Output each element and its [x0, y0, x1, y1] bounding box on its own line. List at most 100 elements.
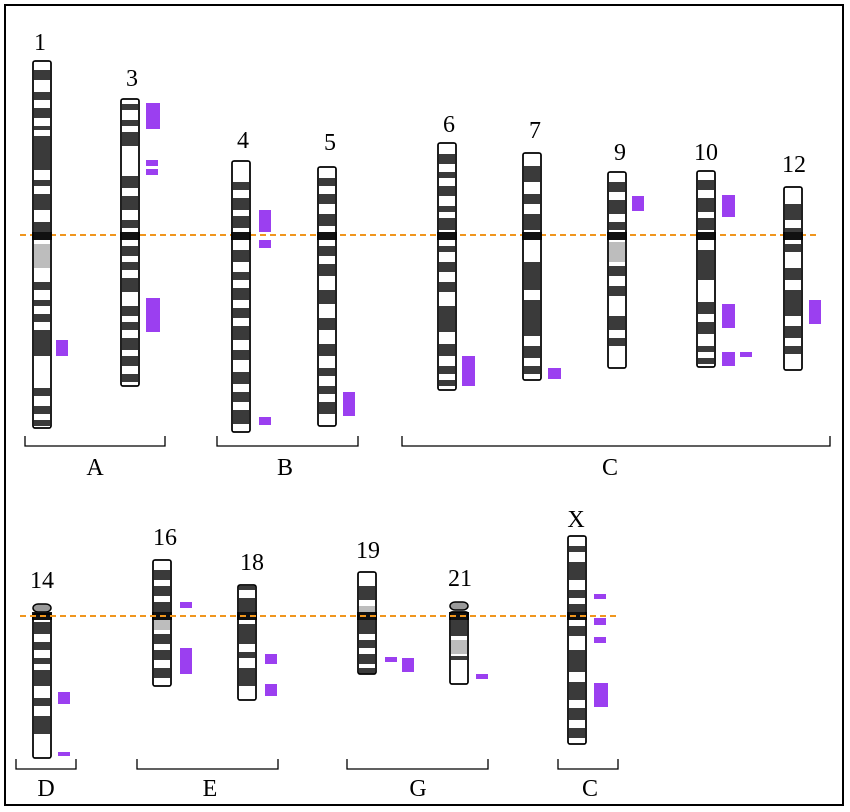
chromosome-label: 1 — [34, 30, 46, 56]
dark-band — [524, 262, 540, 290]
dark-band — [239, 624, 255, 644]
dark-band — [319, 214, 335, 226]
dark-band — [34, 622, 50, 634]
purple-marker — [594, 683, 608, 707]
chromosome-X: X — [567, 507, 608, 745]
dark-band — [122, 104, 138, 110]
dark-band — [359, 640, 375, 648]
dark-band — [122, 246, 138, 256]
bracket-line — [15, 759, 77, 770]
centromere — [32, 232, 52, 240]
dark-band — [122, 132, 138, 146]
dark-band — [233, 392, 249, 402]
purple-marker — [56, 340, 68, 356]
dark-band — [122, 196, 138, 210]
dark-band — [785, 290, 801, 316]
dark-band — [34, 126, 50, 130]
dark-band — [569, 728, 585, 738]
centromere — [696, 232, 716, 240]
purple-marker — [58, 692, 70, 704]
group-bracket-G: G — [346, 759, 489, 802]
dark-band — [122, 262, 138, 270]
group-bracket-E: E — [136, 759, 279, 802]
dark-band — [451, 656, 467, 660]
purple-marker — [402, 658, 414, 672]
chromosome-label: 7 — [529, 118, 541, 144]
dark-band — [122, 374, 138, 382]
dark-band — [439, 186, 455, 196]
centromere — [237, 612, 257, 620]
purple-marker — [594, 618, 606, 625]
dark-band — [698, 358, 714, 364]
chromosome-label: 4 — [237, 128, 249, 154]
dark-band — [319, 368, 335, 376]
chromosome-7: 7 — [522, 118, 561, 381]
group-label: B — [277, 455, 293, 481]
chromosome-label: 10 — [694, 140, 718, 166]
dark-band — [34, 222, 50, 232]
dark-band — [439, 262, 455, 272]
dark-band — [609, 316, 625, 330]
dark-band — [439, 380, 455, 386]
dark-band — [359, 586, 375, 600]
dark-band — [609, 222, 625, 230]
dark-band — [34, 282, 50, 290]
dark-band — [233, 350, 249, 360]
dark-band — [698, 346, 714, 352]
purple-marker — [722, 304, 735, 328]
chromosome-outline — [696, 170, 716, 368]
dark-band — [785, 268, 801, 280]
satellite — [32, 603, 52, 613]
chromosome-label: 5 — [324, 130, 336, 156]
dark-band — [524, 346, 540, 358]
purple-marker — [740, 352, 752, 357]
purple-marker — [548, 368, 561, 379]
purple-marker — [259, 210, 271, 232]
chromosome-6: 6 — [437, 112, 475, 391]
chromosome-outline — [607, 171, 627, 369]
chromosome-label: 6 — [443, 112, 455, 138]
purple-marker — [632, 196, 644, 211]
centromere — [522, 232, 542, 240]
dark-band — [233, 410, 249, 424]
dark-band — [122, 278, 138, 292]
dark-band — [609, 286, 625, 296]
dark-band — [154, 570, 170, 580]
chromosome-10: 10 — [694, 140, 752, 368]
chromosome-4: 4 — [231, 128, 271, 433]
dark-band — [34, 194, 50, 210]
purple-marker — [180, 648, 192, 674]
dark-band — [34, 300, 50, 306]
dark-band — [319, 386, 335, 394]
bracket-line — [346, 759, 489, 770]
centromere — [783, 232, 803, 240]
grey-band — [609, 242, 625, 262]
dark-band — [122, 120, 138, 126]
dark-band — [233, 198, 249, 210]
dark-band — [233, 272, 249, 280]
purple-marker — [146, 160, 158, 166]
dark-band — [698, 302, 714, 314]
dark-band — [319, 402, 335, 414]
dark-band — [154, 602, 170, 614]
dark-band — [34, 658, 50, 664]
group-label: G — [409, 776, 426, 802]
dark-band — [34, 670, 50, 686]
bracket-line — [24, 436, 166, 447]
purple-marker — [594, 637, 606, 643]
dark-band — [439, 218, 455, 230]
dark-band — [319, 246, 335, 256]
purple-marker — [146, 298, 160, 332]
purple-marker — [180, 602, 192, 608]
bracket-line — [136, 759, 279, 770]
dark-band — [122, 322, 138, 330]
dark-band — [439, 246, 455, 252]
dark-band — [319, 178, 335, 186]
bracket-line — [557, 759, 619, 770]
group-bracket-C: C — [401, 436, 831, 481]
chromosome-outline — [357, 571, 377, 675]
purple-marker — [265, 684, 277, 696]
chromosome-18: 18 — [237, 550, 277, 701]
dark-band — [698, 250, 714, 280]
chromosome-16: 16 — [152, 525, 192, 687]
